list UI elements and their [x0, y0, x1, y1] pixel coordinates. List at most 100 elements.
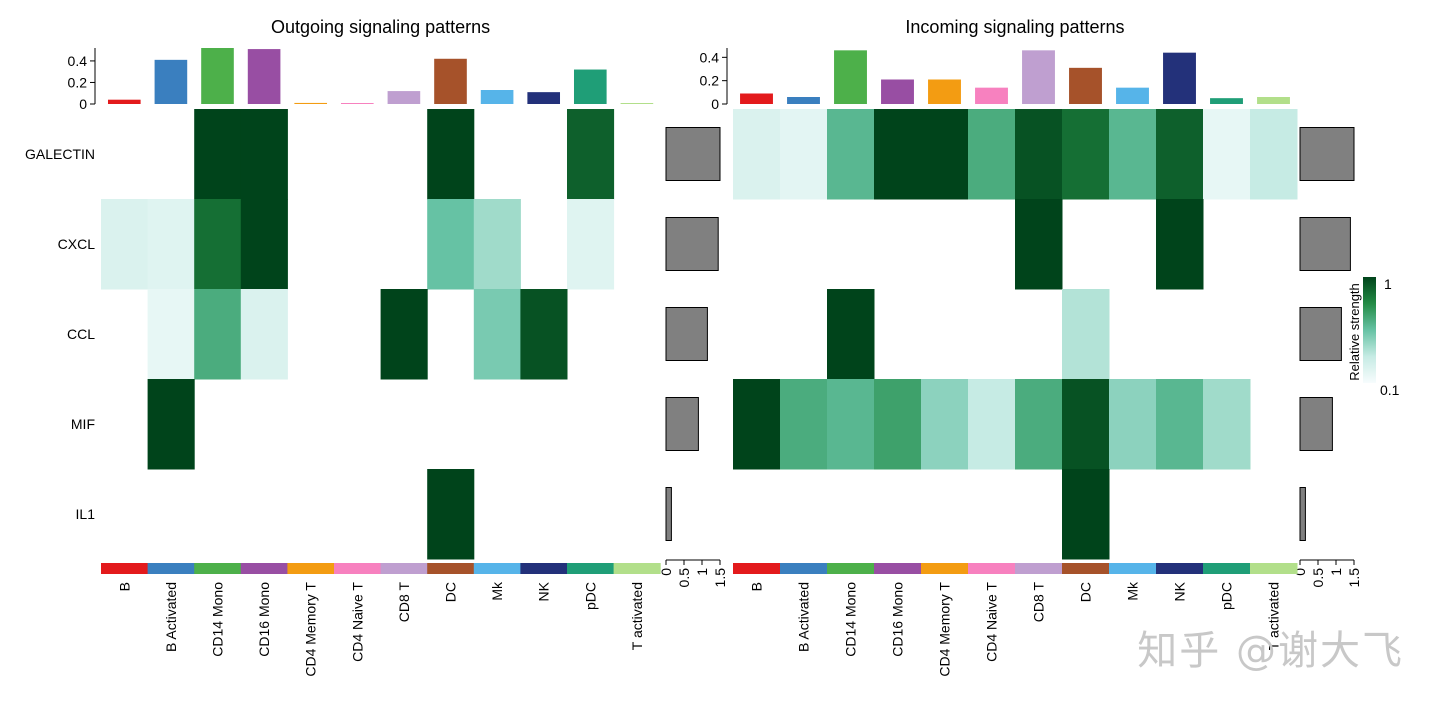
row-label-ccl: CCL: [67, 326, 95, 342]
outgoing-bar-mk: [480, 90, 514, 104]
legend-title: Relative strength: [1347, 283, 1362, 381]
incoming-top-axis-tick-label: 0.2: [700, 73, 720, 89]
incoming-cell-il1-dc: [1062, 469, 1110, 560]
incoming-cell-galectin-cd8-t: [1015, 109, 1063, 200]
outgoing-column-color-pdc: [567, 563, 615, 574]
outgoing-column-color-cd4-naive-t: [334, 563, 382, 574]
incoming-cell-ccl-dc: [1062, 289, 1110, 380]
outgoing-chart-title: Outgoing signaling patterns: [271, 17, 490, 37]
incoming-cell-mif-cd14-mono: [827, 379, 875, 470]
legend-max-label: 1: [1384, 276, 1392, 292]
incoming-column-label-b: B: [749, 582, 765, 591]
outgoing-column-color-mk: [473, 563, 521, 574]
incoming-column-color-cd4-naive-t: [968, 563, 1016, 574]
incoming-column-label-nk: NK: [1172, 581, 1188, 601]
incoming-column-color-t-activated: [1250, 563, 1298, 574]
incoming-column-label-mk: Mk: [1125, 581, 1141, 601]
outgoing-bar-t-activated: [620, 103, 654, 104]
incoming-column-color-b: [733, 563, 781, 574]
incoming-cell-mif-b: [733, 379, 781, 470]
row-label-galectin: GALECTIN: [25, 146, 95, 162]
incoming-column-color-mk: [1109, 563, 1157, 574]
incoming-cell-galectin-nk: [1156, 109, 1204, 200]
incoming-bar-nk: [1163, 52, 1196, 104]
incoming-cell-mif-cd16-mono: [874, 379, 922, 470]
incoming-bar-pdc: [1210, 98, 1243, 104]
row-label-mif: MIF: [71, 416, 95, 432]
outgoing-right-axis-tick-label: 1: [694, 568, 710, 576]
incoming-bar-cd8-t: [1022, 50, 1055, 104]
outgoing-cell-ccl-b-activated: [147, 289, 195, 380]
incoming-cell-mif-dc: [1062, 379, 1110, 470]
incoming-cell-galectin-dc: [1062, 109, 1110, 200]
row-label-il1: IL1: [76, 506, 96, 522]
incoming-right-axis-tick-label: 0: [1292, 568, 1308, 576]
incoming-cell-galectin-cd16-mono: [874, 109, 922, 200]
outgoing-row-total-bar-mif: [665, 397, 699, 451]
outgoing-cell-cxcl-cd14-mono: [194, 199, 242, 290]
outgoing-cell-cxcl-dc: [427, 199, 475, 290]
incoming-bar-b-activated: [787, 97, 820, 104]
incoming-chart-title: Incoming signaling patterns: [905, 17, 1124, 37]
incoming-column-color-cd4-memory-t: [921, 563, 969, 574]
outgoing-column-label-pdc: pDC: [582, 582, 598, 610]
incoming-row-total-bar-cxcl: [1299, 217, 1351, 271]
incoming-cell-mif-b-activated: [780, 379, 828, 470]
outgoing-column-label-b: B: [116, 582, 132, 591]
outgoing-bar-dc: [434, 58, 467, 104]
incoming-column-color-cd14-mono: [827, 563, 875, 574]
incoming-bar-mk: [1116, 87, 1149, 104]
incoming-row-total-bar-il1: [1299, 487, 1306, 541]
outgoing-bar-cd16-mono: [247, 49, 281, 104]
incoming-column-color-cd16-mono: [874, 563, 922, 574]
outgoing-column-color-cd4-memory-t: [287, 563, 335, 574]
outgoing-column-color-nk: [520, 563, 568, 574]
outgoing-row-total-bar-il1: [665, 487, 672, 541]
outgoing-bar-nk: [527, 92, 561, 104]
outgoing-column-color-cd16-mono: [240, 563, 288, 574]
outgoing-column-color-t-activated: [613, 563, 661, 574]
outgoing-column-label-cd16-mono: CD16 Mono: [256, 582, 272, 657]
outgoing-row-total-bar-galectin: [665, 127, 721, 181]
outgoing-cell-galectin-dc: [427, 109, 475, 200]
outgoing-cell-il1-dc: [427, 469, 475, 560]
legend-min-label: 0.1: [1380, 382, 1400, 398]
incoming-right-axis-tick-label: 0.5: [1310, 568, 1326, 588]
outgoing-column-color-b-activated: [147, 563, 195, 574]
incoming-cell-galectin-cd4-naive-t: [968, 109, 1016, 200]
incoming-column-label-cd4-naive-t: CD4 Naive T: [984, 582, 1000, 662]
incoming-right-axis-tick-label: 1: [1328, 568, 1344, 576]
outgoing-bar-cd8-t: [387, 91, 421, 104]
incoming-bar-cd14-mono: [834, 50, 867, 104]
incoming-cell-galectin-b: [733, 109, 781, 200]
incoming-bar-cd4-memory-t: [928, 79, 961, 104]
outgoing-cell-cxcl-b: [101, 199, 149, 290]
outgoing-column-label-b-activated: B Activated: [163, 582, 179, 652]
outgoing-cell-ccl-cd16-mono: [240, 289, 288, 380]
outgoing-bar-b: [107, 99, 141, 104]
incoming-cell-mif-cd4-naive-t: [968, 379, 1016, 470]
incoming-column-color-pdc: [1203, 563, 1251, 574]
outgoing-column-label-nk: NK: [536, 581, 552, 601]
outgoing-right-axis-tick-label: 0: [658, 568, 674, 576]
outgoing-column-color-cd14-mono: [194, 563, 242, 574]
incoming-right-axis-tick-label: 1.5: [1346, 568, 1362, 588]
incoming-cell-galectin-cd14-mono: [827, 109, 875, 200]
legend-color-bar: [1363, 277, 1376, 383]
incoming-column-label-t-activated: T activated: [1266, 582, 1282, 650]
incoming-cell-mif-nk: [1156, 379, 1204, 470]
incoming-cell-galectin-cd4-memory-t: [921, 109, 969, 200]
incoming-cell-mif-mk: [1109, 379, 1157, 470]
outgoing-bar-cd4-naive-t: [340, 103, 374, 104]
outgoing-top-axis-tick-label: 0.4: [68, 53, 88, 69]
incoming-row-total-bar-ccl: [1299, 307, 1342, 361]
outgoing-cell-ccl-cd8-t: [380, 289, 428, 380]
watermark: 知乎 @谢大飞: [1137, 628, 1404, 674]
outgoing-bar-b-activated: [154, 59, 188, 104]
incoming-cell-galectin-b-activated: [780, 109, 828, 200]
incoming-cell-mif-pdc: [1203, 379, 1251, 470]
outgoing-column-label-cd14-mono: CD14 Mono: [210, 582, 226, 657]
outgoing-right-axis-tick-label: 0.5: [676, 568, 692, 588]
